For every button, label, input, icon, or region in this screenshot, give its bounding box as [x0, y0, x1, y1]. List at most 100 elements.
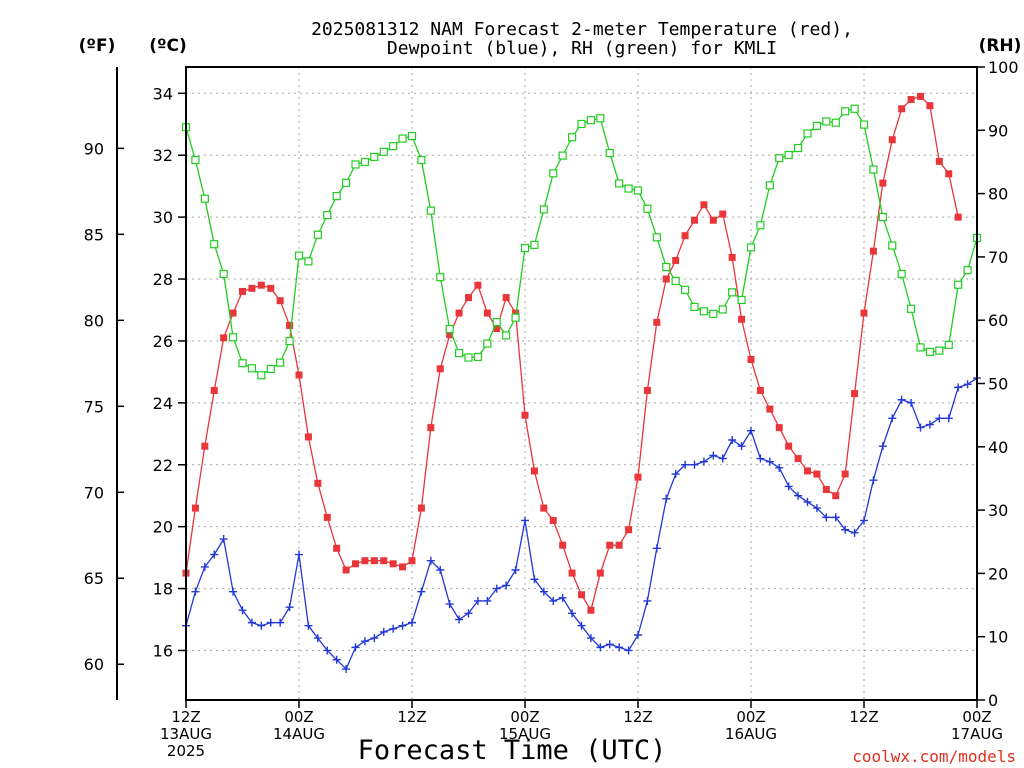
dewpoint-point	[737, 442, 746, 451]
rh-point	[737, 295, 746, 305]
temperature-point	[615, 541, 623, 549]
temperature-point	[851, 390, 859, 398]
dewpoint-point	[342, 665, 351, 674]
temperature-point	[436, 365, 444, 373]
dewpoint-point	[699, 457, 708, 466]
rh-point	[398, 134, 407, 143]
temperature-point	[879, 179, 887, 187]
temperature-point	[766, 405, 774, 413]
dewpoint-point	[944, 414, 953, 423]
temperature-point	[314, 479, 322, 487]
dewpoint-point	[747, 426, 755, 435]
x-tick-label: 12Z	[397, 708, 426, 726]
rh-point	[888, 241, 897, 250]
rh-point	[520, 243, 530, 253]
celsius-tick-label: 26	[153, 332, 173, 351]
rh-tick-label: 80	[988, 185, 1008, 204]
rh-tick-label: 90	[988, 121, 1008, 140]
dewpoint-point	[577, 621, 586, 630]
temperature-point	[399, 563, 407, 571]
temperature-point	[785, 442, 793, 450]
temperature-point	[794, 455, 802, 463]
rh-point	[859, 120, 869, 129]
rh-point	[662, 262, 671, 272]
rh-point	[756, 221, 765, 230]
temperature-point	[954, 213, 962, 221]
rh-point	[709, 309, 718, 318]
fahrenheit-tick-label: 75	[84, 397, 104, 416]
celsius-tick-label: 20	[153, 518, 173, 537]
rh-point	[822, 117, 831, 126]
dewpoint-point	[643, 596, 652, 605]
rh-tick-label: 50	[988, 375, 1008, 394]
rh-point	[238, 359, 247, 368]
temperature-point	[417, 504, 425, 512]
dewpoint-point	[276, 618, 285, 627]
celsius-tick-label: 34	[153, 84, 173, 103]
dewpoint-point	[549, 596, 558, 605]
x-tick-label: 12Z	[849, 708, 878, 726]
rh-point	[944, 340, 953, 349]
celsius-tick-label: 24	[153, 394, 173, 413]
temperature-point	[427, 424, 435, 432]
celsius-tick-label: 16	[153, 641, 173, 660]
rh-point	[417, 155, 426, 165]
dewpoint-point	[436, 565, 445, 574]
rh-tick-label: 60	[988, 311, 1008, 330]
plot-frame	[185, 66, 978, 701]
rh-point	[247, 364, 257, 373]
dewpoint-point	[916, 423, 925, 432]
rh-point	[878, 212, 887, 222]
rh-point	[191, 155, 200, 165]
rh-point	[567, 133, 577, 142]
dewpoint-point	[897, 395, 906, 404]
x-axis-label: Forecast Time (UTC)	[358, 735, 667, 766]
rh-point	[633, 186, 643, 195]
x-tick-label: 12Z	[171, 708, 200, 726]
dewpoint-point	[841, 525, 850, 534]
dewpoint-point	[652, 544, 661, 553]
temperature-point	[474, 281, 482, 289]
chart-title-line2: Dewpoint (blue), RH (green) for KMLI	[387, 38, 777, 59]
temperature-point	[361, 557, 369, 565]
rh-point	[454, 349, 464, 358]
celsius-axis-label: (ºC)	[149, 36, 187, 56]
temperature-point	[408, 557, 416, 565]
rh-point	[351, 160, 360, 169]
temperature-point	[888, 136, 896, 144]
rh-point	[257, 371, 266, 380]
dewpoint-point	[775, 463, 784, 472]
rh-point	[549, 169, 558, 178]
dewpoint-point	[200, 562, 209, 571]
x-tick-label: 14AUG	[273, 725, 325, 743]
x-tick-label: 00Z	[284, 708, 313, 726]
temperature-point	[662, 275, 670, 283]
dewpoint-point	[219, 535, 228, 544]
rh-point	[784, 150, 793, 160]
temperature-point	[267, 284, 275, 292]
dewpoint-point	[812, 504, 821, 513]
temperature-point	[643, 386, 651, 394]
temperature-point	[869, 247, 877, 255]
rh-point	[577, 119, 586, 129]
dewpoint-point	[925, 420, 934, 429]
tick-labels: 16 18 20 22 24 26 28 30 32 34 60 65 70 75 80 85 90 0 10 20 3…	[84, 58, 1019, 760]
temperature-point	[483, 309, 491, 317]
dewpoint-point	[389, 624, 398, 633]
dewpoint-point	[634, 630, 642, 639]
temperature-point	[917, 92, 924, 100]
temperature-point	[832, 492, 840, 500]
temperature-point	[578, 591, 585, 599]
fahrenheit-tick-label: 80	[84, 311, 104, 330]
temperature-point	[295, 371, 303, 379]
dewpoint-point	[285, 603, 294, 612]
temperature-point	[804, 467, 811, 475]
rh-point	[850, 104, 859, 113]
rh-point	[699, 307, 709, 316]
dewpoint-point	[615, 643, 624, 652]
temperature-point	[333, 544, 341, 552]
dewpoint-point	[869, 476, 878, 485]
dewpoint-point	[257, 621, 266, 630]
dewpoint-point	[690, 460, 699, 469]
dewpoint-point	[963, 380, 972, 389]
